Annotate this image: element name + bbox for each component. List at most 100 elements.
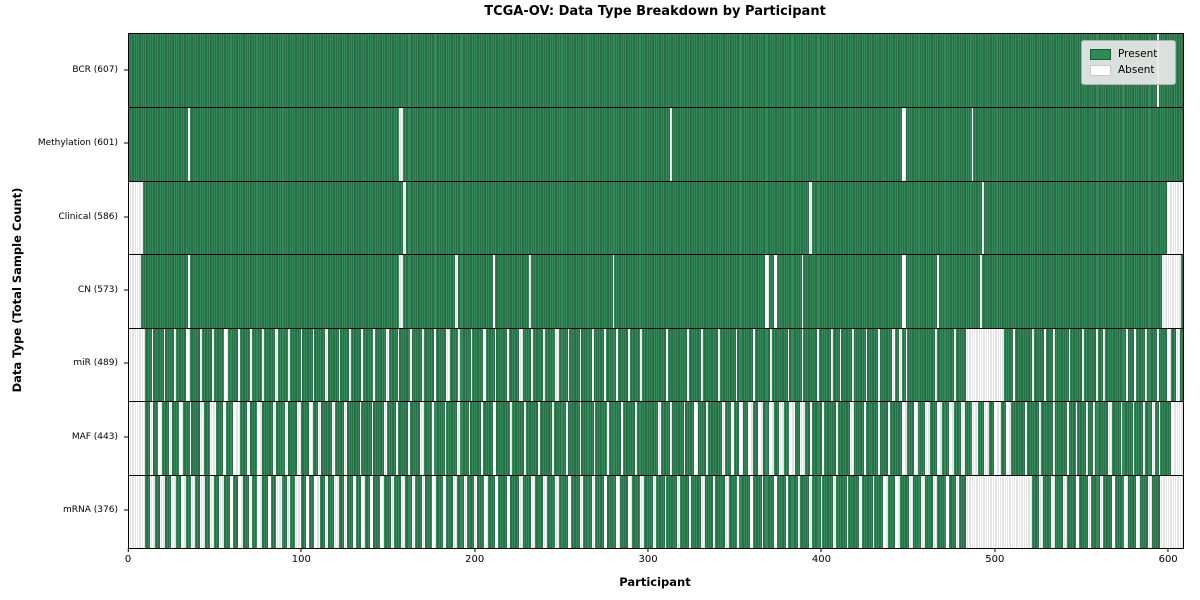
absent-stripe xyxy=(1039,475,1043,548)
absent-stripe xyxy=(831,328,833,402)
absent-stripe xyxy=(612,255,615,328)
absent-stripe xyxy=(1082,328,1085,402)
absent-stripe xyxy=(219,475,225,548)
absent-stripe xyxy=(210,402,216,475)
absent-stripe xyxy=(317,402,322,475)
absent-stripe xyxy=(850,402,854,475)
absent-stripe xyxy=(529,255,532,328)
plot-area xyxy=(128,33,1184,549)
absent-stripe xyxy=(954,328,956,402)
y-tick-label-Methylation: Methylation (601) xyxy=(37,138,118,149)
absent-stripe xyxy=(652,475,656,548)
absent-stripe xyxy=(446,328,450,402)
absent-stripe xyxy=(822,402,825,475)
absent-stripe xyxy=(801,255,804,328)
absent-stripe xyxy=(1136,475,1140,548)
absent-stripe xyxy=(1099,475,1104,548)
absent-stripe xyxy=(383,402,388,475)
absent-stripe xyxy=(877,402,880,475)
x-tick-mark xyxy=(1167,548,1169,552)
absent-swatch-icon xyxy=(1090,65,1111,76)
absent-stripe xyxy=(820,475,823,548)
absent-stripe xyxy=(129,475,145,548)
absent-stripe xyxy=(1103,328,1105,402)
absent-stripe xyxy=(1167,181,1183,255)
absent-stripe xyxy=(409,328,412,402)
x-tick-mark xyxy=(474,548,476,552)
present-swatch-icon xyxy=(1090,49,1111,60)
absent-stripe xyxy=(493,255,495,328)
absent-stripe xyxy=(1063,475,1067,548)
y-tick-mark xyxy=(124,216,128,218)
absent-stripe xyxy=(272,402,277,475)
absent-stripe xyxy=(238,475,244,548)
x-tick-mark xyxy=(994,548,996,552)
absent-stripe xyxy=(463,475,468,548)
legend: Present Absent xyxy=(1081,40,1176,85)
absent-stripe xyxy=(902,108,906,181)
absent-stripe xyxy=(163,328,166,402)
absent-stripe xyxy=(739,402,743,475)
x-tick-0: 0 xyxy=(125,548,131,565)
absent-stripe xyxy=(286,475,291,548)
absent-stripe xyxy=(579,402,582,475)
absent-stripe xyxy=(402,181,407,255)
x-tick-100: 100 xyxy=(292,548,311,565)
absent-stripe xyxy=(799,402,806,475)
row-band-BCR xyxy=(129,34,1183,108)
absent-stripe xyxy=(817,328,819,402)
absent-stripe xyxy=(551,402,554,475)
absent-stripe xyxy=(314,475,320,548)
absent-stripe xyxy=(369,475,374,548)
absent-stripe xyxy=(808,475,812,548)
absent-stripe xyxy=(229,475,233,548)
absent-stripe xyxy=(1111,475,1116,548)
absent-stripe xyxy=(129,328,145,402)
y-tick-label-mRNA: mRNA (376) xyxy=(63,505,118,516)
absent-stripe xyxy=(1013,328,1015,402)
absent-stripe xyxy=(706,402,708,475)
absent-stripe xyxy=(725,475,729,548)
absent-stripe xyxy=(324,328,329,402)
absent-stripe xyxy=(538,402,540,475)
absent-stripe xyxy=(555,328,559,402)
absent-stripe xyxy=(1068,328,1071,402)
absent-stripe xyxy=(798,475,800,548)
absent-stripe xyxy=(421,328,424,402)
absent-stripe xyxy=(895,475,901,548)
absent-stripe xyxy=(945,475,949,548)
absent-stripe xyxy=(458,328,461,402)
absent-stripe xyxy=(519,328,523,402)
absent-stripe xyxy=(1075,475,1079,548)
y-tick-label-BCR: BCR (607) xyxy=(72,64,118,75)
x-tick-label: 600 xyxy=(1158,554,1178,565)
absent-stripe xyxy=(411,475,416,548)
absent-stripe xyxy=(212,328,214,402)
absent-stripe xyxy=(898,328,903,402)
absent-stripe xyxy=(787,328,790,402)
x-tick-mark xyxy=(127,548,129,552)
absent-stripe xyxy=(401,475,405,548)
absent-stripe xyxy=(233,402,240,475)
absent-stripe xyxy=(181,475,187,548)
absent-stripe xyxy=(676,475,681,548)
absent-stripe xyxy=(1108,402,1112,475)
absent-stripe xyxy=(442,475,447,548)
absent-stripe xyxy=(747,402,754,475)
x-tick-500: 500 xyxy=(985,548,1004,565)
y-tick-label-MAF: MAF (443) xyxy=(71,431,118,442)
absent-stripe xyxy=(494,328,497,402)
absent-stripe xyxy=(531,475,535,548)
absent-stripe xyxy=(129,255,142,328)
absent-stripe xyxy=(248,475,253,548)
y-tick-mark xyxy=(124,509,128,511)
absent-stripe xyxy=(688,475,691,548)
chart-title: TCGA-OV: Data Type Breakdown by Particip… xyxy=(484,4,826,19)
absent-stripe xyxy=(628,475,632,548)
absent-stripe xyxy=(1162,255,1182,328)
absent-stripe xyxy=(865,328,868,402)
absent-stripe xyxy=(591,328,594,402)
absent-stripe xyxy=(543,475,547,548)
absent-stripe xyxy=(635,402,637,475)
absent-stripe xyxy=(262,328,265,402)
